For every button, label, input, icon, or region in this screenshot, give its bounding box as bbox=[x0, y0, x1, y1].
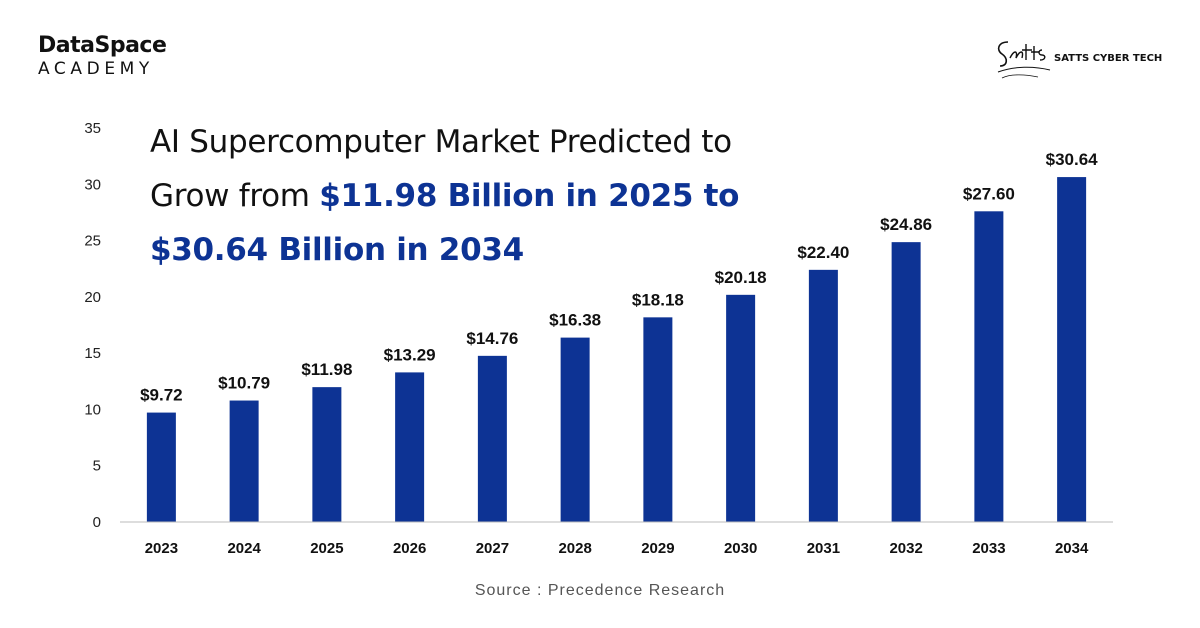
title-line-1: AI Supercomputer Market Predicted to bbox=[150, 124, 732, 160]
satts-cyber-tech-logo: SATTS CYBER TECH bbox=[994, 36, 1164, 86]
data-label-2030: $20.18 bbox=[715, 268, 767, 287]
data-label-2029: $18.18 bbox=[632, 290, 684, 309]
brand-left-name: DataSpace bbox=[38, 33, 167, 58]
satts-signature-icon bbox=[997, 41, 1051, 79]
title-line-2: Grow from $11.98 Billion in 2025 to bbox=[150, 169, 830, 223]
bar-2023 bbox=[146, 412, 176, 522]
chart-title: AI Supercomputer Market Predicted to Gro… bbox=[150, 115, 830, 277]
bar-2028 bbox=[560, 337, 590, 522]
x-tick-label-2026: 2026 bbox=[393, 540, 426, 557]
x-tick-label-2031: 2031 bbox=[807, 540, 840, 557]
x-tick-label-2024: 2024 bbox=[227, 540, 261, 557]
data-label-2031: $22.40 bbox=[797, 243, 849, 262]
y-tick-label: 20 bbox=[84, 289, 101, 306]
x-tick-label-2025: 2025 bbox=[310, 540, 343, 557]
x-tick-label-2029: 2029 bbox=[641, 540, 674, 557]
y-axis: 0 5 10 15 20 25 30 35 bbox=[84, 120, 101, 531]
source-note: Source : Precedence Research bbox=[474, 582, 726, 599]
data-label-2027: $14.76 bbox=[466, 329, 518, 348]
y-tick-label: 15 bbox=[84, 345, 101, 362]
data-label-2023: $9.72 bbox=[140, 386, 183, 405]
brand-right-name: SATTS CYBER TECH bbox=[1054, 53, 1163, 64]
brand-left-subtitle: ACADEMY bbox=[38, 59, 154, 79]
title-line-2-prefix: Grow from bbox=[150, 178, 320, 214]
y-tick-label: 0 bbox=[93, 514, 101, 531]
bar-2032 bbox=[891, 242, 921, 522]
bar-2029 bbox=[643, 317, 673, 522]
data-label-2024: $10.79 bbox=[218, 374, 270, 393]
x-tick-label-2028: 2028 bbox=[558, 540, 591, 557]
y-tick-label: 10 bbox=[84, 401, 101, 418]
x-tick-label-2030: 2030 bbox=[724, 540, 757, 557]
bar-2027 bbox=[477, 355, 507, 522]
bar-2034 bbox=[1057, 177, 1087, 522]
x-tick-label-2032: 2032 bbox=[889, 540, 922, 557]
data-label-2032: $24.86 bbox=[880, 215, 932, 234]
bar-2030 bbox=[726, 294, 756, 522]
x-tick-label-2033: 2033 bbox=[972, 540, 1005, 557]
dataspace-academy-logo: DataSpace ACADEMY bbox=[38, 33, 167, 80]
bar-series: $9.72 $10.79 $11.98 $13.29 $14.76 $16.38 $18.1… bbox=[140, 150, 1098, 522]
data-label-2026: $13.29 bbox=[384, 345, 436, 364]
data-label-2033: $27.60 bbox=[963, 184, 1015, 203]
x-tick-label-2023: 2023 bbox=[145, 540, 178, 557]
bar-2025 bbox=[312, 387, 342, 522]
y-tick-label: 30 bbox=[84, 176, 101, 193]
bar-2026 bbox=[395, 372, 425, 522]
bar-2024 bbox=[229, 400, 259, 522]
y-tick-label: 35 bbox=[84, 120, 101, 137]
x-tick-label-2027: 2027 bbox=[476, 540, 509, 557]
title-highlight-start: $11.98 Billion in 2025 to bbox=[319, 178, 740, 214]
x-tick-label-2034: 2034 bbox=[1055, 540, 1089, 557]
bar-2033 bbox=[974, 211, 1004, 522]
bar-2031 bbox=[808, 269, 838, 522]
y-tick-label: 5 bbox=[93, 458, 101, 475]
data-label-2034: $30.64 bbox=[1046, 150, 1099, 169]
data-label-2025: $11.98 bbox=[301, 360, 352, 379]
y-tick-label: 25 bbox=[84, 233, 101, 250]
title-highlight-end: $30.64 Billion in 2034 bbox=[150, 232, 524, 268]
x-axis: 2023 2024 2025 2026 2027 2028 2029 2030 2031 2032… bbox=[120, 521, 1113, 557]
data-label-2028: $16.38 bbox=[549, 311, 601, 330]
